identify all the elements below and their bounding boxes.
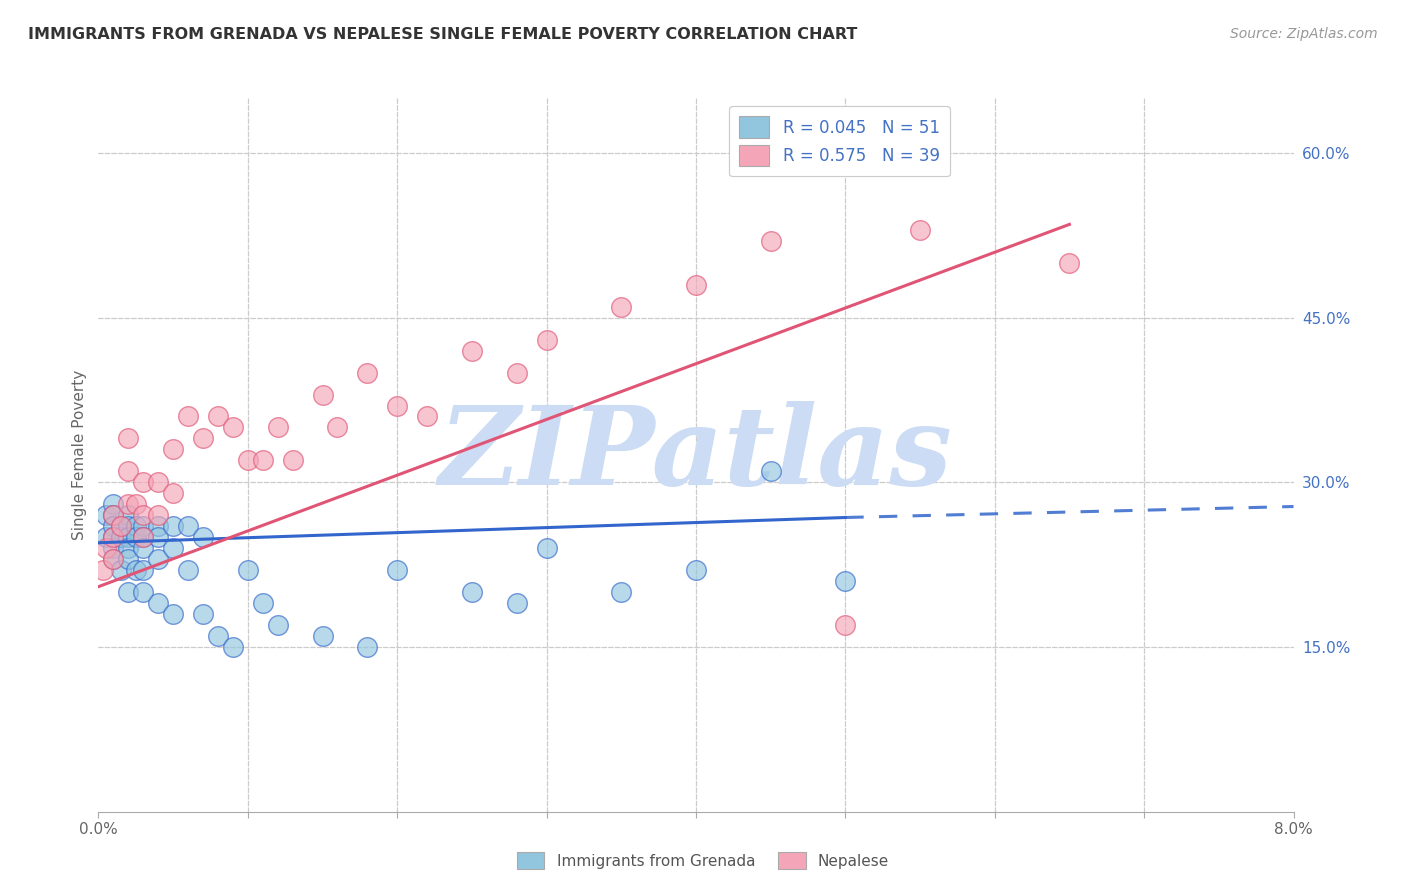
Point [191, 432, 214, 446]
Point [834, 574, 856, 589]
Point [91, 563, 114, 577]
Point [132, 475, 155, 490]
Point [148, 552, 170, 566]
Point [117, 585, 139, 599]
Point [222, 420, 245, 434]
Point [132, 563, 155, 577]
Point [103, 552, 125, 566]
Point [103, 541, 125, 556]
Point [222, 640, 245, 654]
Point [148, 519, 170, 533]
Point [834, 618, 856, 632]
Point [148, 596, 170, 610]
Point [110, 519, 132, 533]
Point [356, 640, 378, 654]
Point [103, 552, 125, 566]
Point [110, 530, 132, 544]
Point [177, 563, 200, 577]
Text: ZIPatlas: ZIPatlas [439, 401, 953, 508]
Y-axis label: Single Female Poverty: Single Female Poverty [72, 370, 87, 540]
Point [416, 409, 439, 424]
Point [117, 530, 139, 544]
Point [117, 552, 139, 566]
Point [177, 409, 200, 424]
Point [162, 486, 184, 500]
Point [207, 409, 229, 424]
Point [94, 530, 117, 544]
Point [236, 563, 259, 577]
Point [311, 387, 333, 401]
Point [132, 585, 155, 599]
Point [94, 541, 117, 556]
Point [759, 464, 782, 478]
Point [117, 541, 139, 556]
Point [252, 596, 274, 610]
Point [536, 333, 558, 347]
Point [685, 563, 707, 577]
Point [759, 234, 782, 248]
Point [132, 530, 155, 544]
Point [191, 607, 214, 621]
Point [125, 530, 148, 544]
Text: IMMIGRANTS FROM GRENADA VS NEPALESE SINGLE FEMALE POVERTY CORRELATION CHART: IMMIGRANTS FROM GRENADA VS NEPALESE SING… [28, 27, 858, 42]
Point [207, 629, 229, 643]
Point [125, 563, 148, 577]
Point [103, 530, 125, 544]
Point [103, 530, 125, 544]
Point [103, 497, 125, 511]
Point [110, 519, 132, 533]
Point [162, 442, 184, 457]
Point [103, 519, 125, 533]
Point [461, 585, 484, 599]
Point [103, 508, 125, 523]
Point [117, 508, 139, 523]
Point [110, 563, 132, 577]
Point [94, 508, 117, 523]
Point [132, 508, 155, 523]
Legend: R = 0.045   N = 51, R = 0.575   N = 39: R = 0.045 N = 51, R = 0.575 N = 39 [730, 106, 949, 176]
Point [252, 453, 274, 467]
Point [125, 497, 148, 511]
Point [148, 508, 170, 523]
Point [117, 497, 139, 511]
Point [162, 541, 184, 556]
Point [117, 432, 139, 446]
Point [385, 563, 409, 577]
Point [117, 464, 139, 478]
Point [685, 277, 707, 292]
Point [148, 475, 170, 490]
Point [267, 420, 290, 434]
Point [610, 585, 633, 599]
Point [506, 366, 529, 380]
Point [162, 519, 184, 533]
Point [908, 223, 931, 237]
Point [461, 343, 484, 358]
Point [506, 596, 529, 610]
Point [103, 508, 125, 523]
Point [326, 420, 349, 434]
Point [132, 541, 155, 556]
Point [267, 618, 290, 632]
Point [385, 399, 409, 413]
Text: Source: ZipAtlas.com: Source: ZipAtlas.com [1230, 27, 1378, 41]
Point [177, 519, 200, 533]
Point [117, 519, 139, 533]
Point [125, 519, 148, 533]
Point [281, 453, 304, 467]
Point [356, 366, 378, 380]
Point [132, 519, 155, 533]
Point [610, 300, 633, 314]
Point [311, 629, 333, 643]
Point [236, 453, 259, 467]
Point [148, 530, 170, 544]
Point [1059, 256, 1081, 270]
Point [162, 607, 184, 621]
Point [536, 541, 558, 556]
Legend: Immigrants from Grenada, Nepalese: Immigrants from Grenada, Nepalese [510, 846, 896, 875]
Point [132, 530, 155, 544]
Point [191, 530, 214, 544]
